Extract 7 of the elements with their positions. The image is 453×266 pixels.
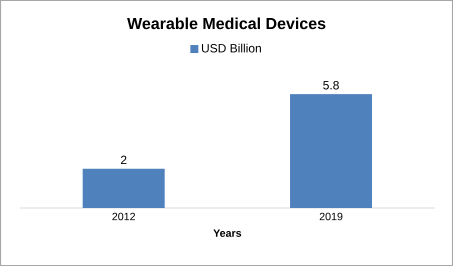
x-tick-label: 2012 <box>112 212 136 220</box>
x-tick-label: 2019 <box>320 212 342 220</box>
data-label: 5.8 <box>323 80 339 90</box>
legend-label: USD Billion <box>202 44 261 53</box>
x-axis-title: Years <box>213 229 242 237</box>
chart-title: Wearable Medical Devices <box>127 17 326 30</box>
data-label: 2 <box>120 156 126 164</box>
